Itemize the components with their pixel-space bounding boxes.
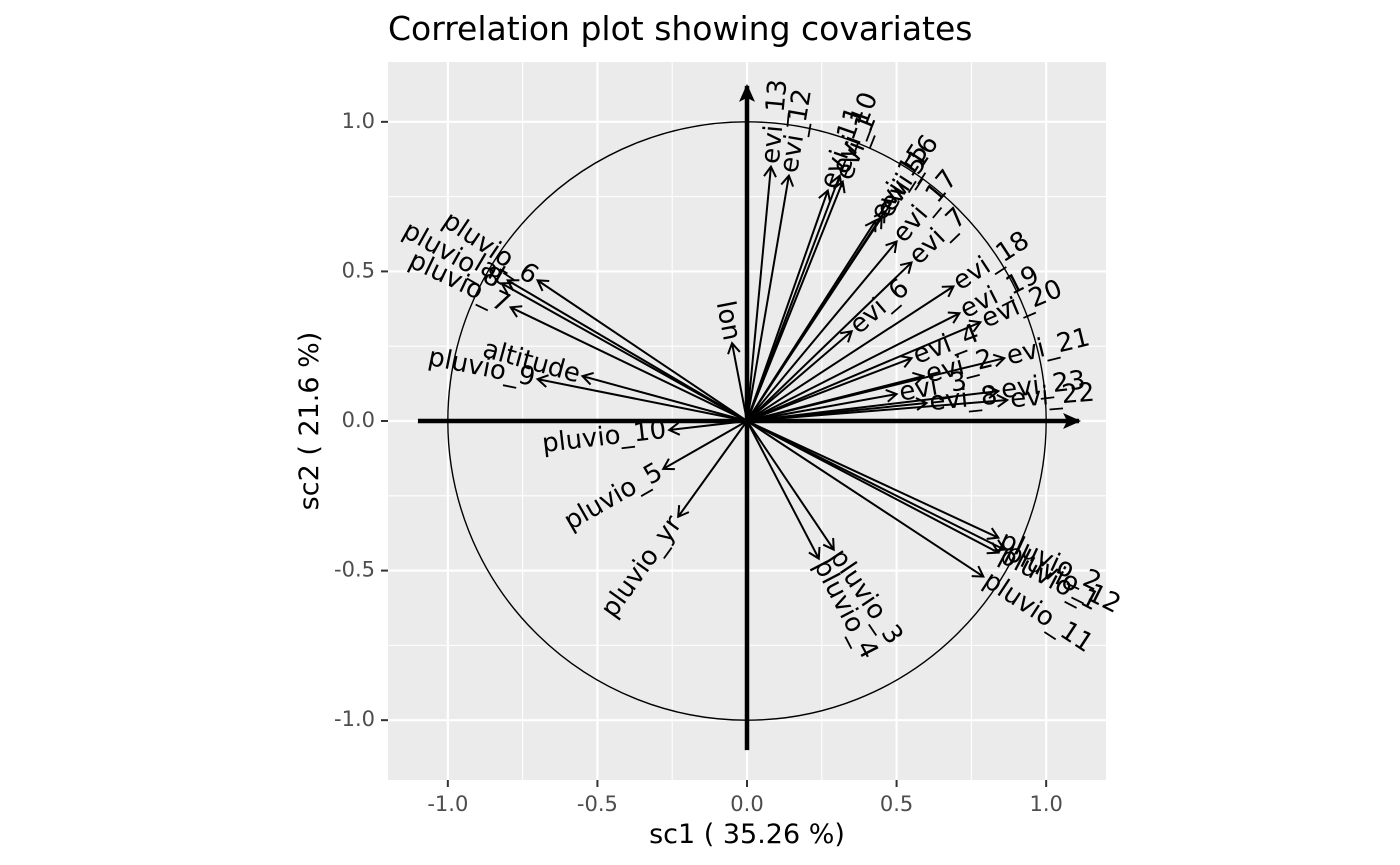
chart-title: Correlation plot showing covariates — [388, 9, 972, 48]
arrow-evi-4 — [746, 355, 914, 422]
arrow-evi-22 — [746, 393, 1010, 422]
arrow-altitude — [580, 372, 748, 422]
y-tick-label: -1.0 — [334, 707, 375, 731]
x-tick-label: 0.0 — [730, 792, 763, 816]
arrow-evi-20 — [746, 319, 983, 422]
arrow-pluvio-5 — [661, 420, 748, 471]
label-evi-22: evi_22 — [1009, 378, 1096, 415]
label-evi-8: evi_8 — [928, 381, 999, 418]
y-tick-label: 0.0 — [342, 408, 375, 432]
y-tick-label: 1.0 — [342, 109, 375, 133]
y-tick-label: -0.5 — [334, 558, 375, 582]
arrow-evi-7 — [746, 261, 913, 422]
x-tick-label: 0.5 — [880, 792, 913, 816]
arrow-evi-12 — [746, 173, 795, 422]
arrow-pluvio-11 — [746, 420, 985, 578]
arrow-evi-19 — [746, 311, 962, 422]
y-axis-title: sc2 ( 21.6 %) — [294, 332, 325, 511]
x-axis-title: sc1 ( 35.26 %) — [649, 819, 845, 850]
arrow-lon — [727, 341, 748, 422]
arrow-pluvio-9 — [535, 374, 748, 422]
arrow-evi-6 — [746, 329, 854, 422]
x-tick-label: 1.0 — [1029, 792, 1062, 816]
arrow-evi-23 — [746, 385, 1001, 422]
arrow-pluvio-yr — [677, 420, 748, 519]
arrow-evi-5 — [746, 215, 883, 422]
arrow-evi-18 — [746, 285, 956, 422]
arrow-evi-17 — [746, 240, 898, 422]
arrow-pluvio-6 — [535, 279, 748, 422]
arrow-evi-13 — [746, 164, 777, 422]
arrow-evi-21 — [746, 353, 1007, 422]
arrow-pluvio-1 — [746, 420, 1001, 555]
arrow-pluvio-4 — [746, 420, 821, 561]
x-tick-label: -1.0 — [427, 792, 468, 816]
variable-arrows — [499, 164, 1010, 578]
y-axis-ticks: -1.0 -0.5 0.0 0.5 1.0 — [334, 109, 388, 731]
arrow-evi-3 — [746, 389, 899, 422]
x-tick-label: -0.5 — [577, 792, 618, 816]
arrow-evi-1 — [746, 179, 846, 422]
arrow-pluvio-10 — [667, 420, 748, 436]
arrow-pluvio-7 — [508, 305, 748, 422]
arrow-pluvio-8 — [499, 282, 748, 422]
arrow-pluvio-2 — [746, 420, 1001, 540]
x-axis-ticks: -1.0 -0.5 0.0 0.5 1.0 — [427, 780, 1063, 816]
label-lon: lon — [710, 298, 747, 343]
arrow-pluvio-3 — [746, 420, 835, 552]
y-tick-label: 0.5 — [342, 258, 375, 282]
